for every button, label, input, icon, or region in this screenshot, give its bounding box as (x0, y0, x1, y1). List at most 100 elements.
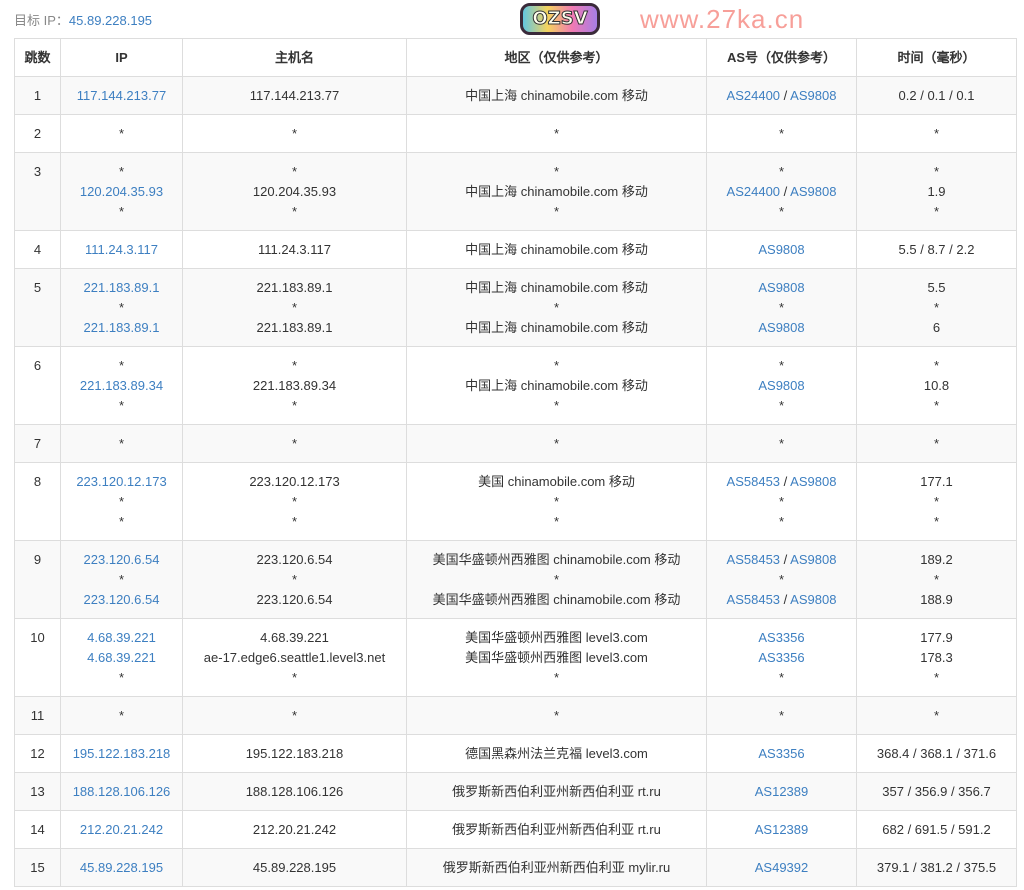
separator: / (780, 184, 791, 199)
as-link[interactable]: AS9808 (758, 378, 805, 393)
as-cell: AS9808 (706, 230, 857, 269)
region-cell-line: 中国上海 chinamobile.com 移动 (465, 320, 648, 335)
as-line: * (711, 298, 852, 318)
region-cell-line: 美国华盛顿州西雅图 level3.com (465, 630, 648, 645)
as-link[interactable]: AS12389 (754, 784, 809, 799)
time-cell: 368.4 / 368.1 / 371.6 (856, 734, 1017, 773)
ip-cell-line: * (118, 494, 125, 509)
as-line: * (711, 396, 852, 416)
region-cell-line: 美国 chinamobile.com 移动 (478, 474, 635, 489)
ip-link[interactable]: 4.68.39.221 (87, 650, 156, 665)
ip-link[interactable]: 120.204.35.93 (79, 184, 164, 199)
ip-link[interactable]: 111.24.3.117 (84, 242, 158, 257)
ip-link[interactable]: 45.89.228.195 (79, 860, 164, 875)
time-line: 10.8 (923, 378, 950, 393)
as-link[interactable]: AS9808 (790, 184, 837, 199)
as-empty: * (778, 126, 785, 141)
as-link[interactable]: AS58453 (726, 592, 781, 607)
hostname-cell-line: 188.128.106.126 (245, 784, 344, 799)
as-line: AS58453 / AS9808 (711, 472, 852, 492)
region-cell-line: * (553, 358, 560, 373)
hop-cell: 3 (14, 152, 61, 231)
as-empty: * (778, 572, 785, 587)
hostname-cell: 195.122.183.218 (182, 734, 407, 773)
hop-cell: 14 (14, 810, 61, 849)
as-link[interactable]: AS9808 (790, 474, 837, 489)
ip-link[interactable]: 221.183.89.1 (83, 320, 160, 335)
ip-link[interactable]: 117.144.213.77 (76, 88, 167, 103)
as-link[interactable]: AS12389 (754, 822, 809, 837)
ip-link[interactable]: 188.128.106.126 (72, 784, 171, 799)
as-link[interactable]: AS58453 (726, 552, 781, 567)
as-link[interactable]: AS9808 (790, 552, 837, 567)
ip-link[interactable]: 195.122.183.218 (72, 746, 171, 761)
as-cell: AS49392 (706, 848, 857, 887)
as-line: AS12389 (711, 820, 852, 840)
as-link[interactable]: AS9808 (790, 88, 837, 103)
region-cell-line: 德国黑森州法兰克福 level3.com (465, 746, 648, 761)
region-cell: 美国 chinamobile.com 移动 * * (406, 462, 707, 541)
time-cell: * (856, 424, 1017, 463)
hostname-cell: 117.144.213.77 (182, 76, 407, 115)
hop-cell: 9 (14, 540, 61, 619)
hostname-cell-line: 223.120.12.173 (249, 474, 340, 489)
as-empty: * (778, 708, 785, 723)
hostname-cell-line: * (291, 494, 298, 509)
as-link[interactable]: AS9808 (758, 242, 805, 257)
as-link[interactable]: AS58453 (726, 474, 781, 489)
as-link[interactable]: AS3356 (758, 630, 805, 645)
ip-link[interactable]: 212.20.21.242 (79, 822, 164, 837)
time-line: 6 (932, 320, 941, 335)
table-row: 14 212.20.21.242 212.20.21.242 俄罗斯新西伯利亚州新西伯… (14, 810, 1017, 849)
hostname-cell-line: * (291, 514, 298, 529)
hostname-cell: * 221.183.89.34 * (182, 346, 407, 425)
as-cell: AS58453 / AS9808 * AS58453 / AS9808 (706, 540, 857, 619)
as-line: * (711, 202, 852, 222)
as-link[interactable]: AS24400 (726, 184, 781, 199)
ip-link[interactable]: 221.183.89.34 (79, 378, 164, 393)
region-cell-line: * (553, 670, 560, 685)
region-cell-line: 俄罗斯新西伯利亚州新西伯利亚 rt.ru (452, 822, 661, 837)
as-link[interactable]: AS9808 (790, 592, 837, 607)
table-row: 5 221.183.89.1 * 221.183.89.1 221.183.89.1 * 2… (14, 268, 1017, 347)
as-cell: AS12389 (706, 772, 857, 811)
ip-link[interactable]: 4.68.39.221 (87, 630, 156, 645)
ip-cell-line: * (118, 670, 125, 685)
ip-cell: 221.183.89.1 * 221.183.89.1 (60, 268, 183, 347)
target-ip: 目标 IP：45.89.228.195 (14, 10, 152, 29)
hostname-cell-line: 221.183.89.34 (252, 378, 337, 393)
region-cell: 俄罗斯新西伯利亚州新西伯利亚 rt.ru (406, 772, 707, 811)
as-link[interactable]: AS9808 (758, 320, 805, 335)
ip-link[interactable]: 223.120.6.54 (83, 552, 160, 567)
ip-link[interactable]: 221.183.89.1 (83, 280, 160, 295)
as-cell: AS58453 / AS9808 * * (706, 462, 857, 541)
region-cell: 中国上海 chinamobile.com 移动 * 中国上海 chinamobile… (406, 268, 707, 347)
time-line: 1.9 (927, 184, 946, 199)
hop-cell: 15 (14, 848, 61, 887)
region-cell: 中国上海 chinamobile.com 移动 (406, 230, 707, 269)
separator: / (780, 88, 791, 103)
time-line: 0.2 / 0.1 / 0.1 (898, 88, 975, 103)
header-host: 主机名 (182, 38, 407, 77)
table-row: 4 111.24.3.117 111.24.3.117 中国上海 chinamobil… (14, 230, 1017, 269)
as-link[interactable]: AS3356 (758, 746, 805, 761)
ip-link[interactable]: 223.120.6.54 (83, 592, 160, 607)
hop-cell: 4 (14, 230, 61, 269)
time-line: * (933, 204, 940, 219)
as-link[interactable]: AS49392 (754, 860, 809, 875)
as-cell: AS9808 * AS9808 (706, 268, 857, 347)
as-link[interactable]: AS24400 (726, 88, 781, 103)
time-cell: 5.5 / 8.7 / 2.2 (856, 230, 1017, 269)
region-cell-line: * (553, 494, 560, 509)
as-link[interactable]: AS9808 (758, 280, 805, 295)
as-link[interactable]: AS3356 (758, 650, 805, 665)
region-cell: * 中国上海 chinamobile.com 移动 * (406, 346, 707, 425)
hostname-cell: * (182, 114, 407, 153)
separator: / (780, 552, 791, 567)
ip-link[interactable]: 223.120.12.173 (76, 474, 167, 489)
ip-cell-line: * (118, 164, 125, 179)
table-row: 7 * * * * * (14, 424, 1017, 463)
hostname-cell-line: 195.122.183.218 (245, 746, 344, 761)
hostname-cell-line: * (291, 708, 298, 723)
ip-cell: 223.120.12.173 * * (60, 462, 183, 541)
